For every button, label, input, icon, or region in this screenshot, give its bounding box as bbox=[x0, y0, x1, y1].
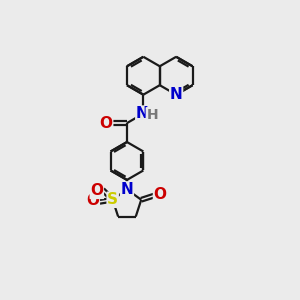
Text: N: N bbox=[170, 87, 182, 102]
Text: O: O bbox=[154, 187, 166, 202]
Text: O: O bbox=[90, 183, 103, 198]
Text: N: N bbox=[136, 106, 148, 121]
Text: S: S bbox=[107, 192, 118, 207]
Text: O: O bbox=[86, 193, 99, 208]
Text: H: H bbox=[146, 108, 158, 122]
Text: N: N bbox=[121, 182, 133, 197]
Text: O: O bbox=[100, 116, 113, 130]
